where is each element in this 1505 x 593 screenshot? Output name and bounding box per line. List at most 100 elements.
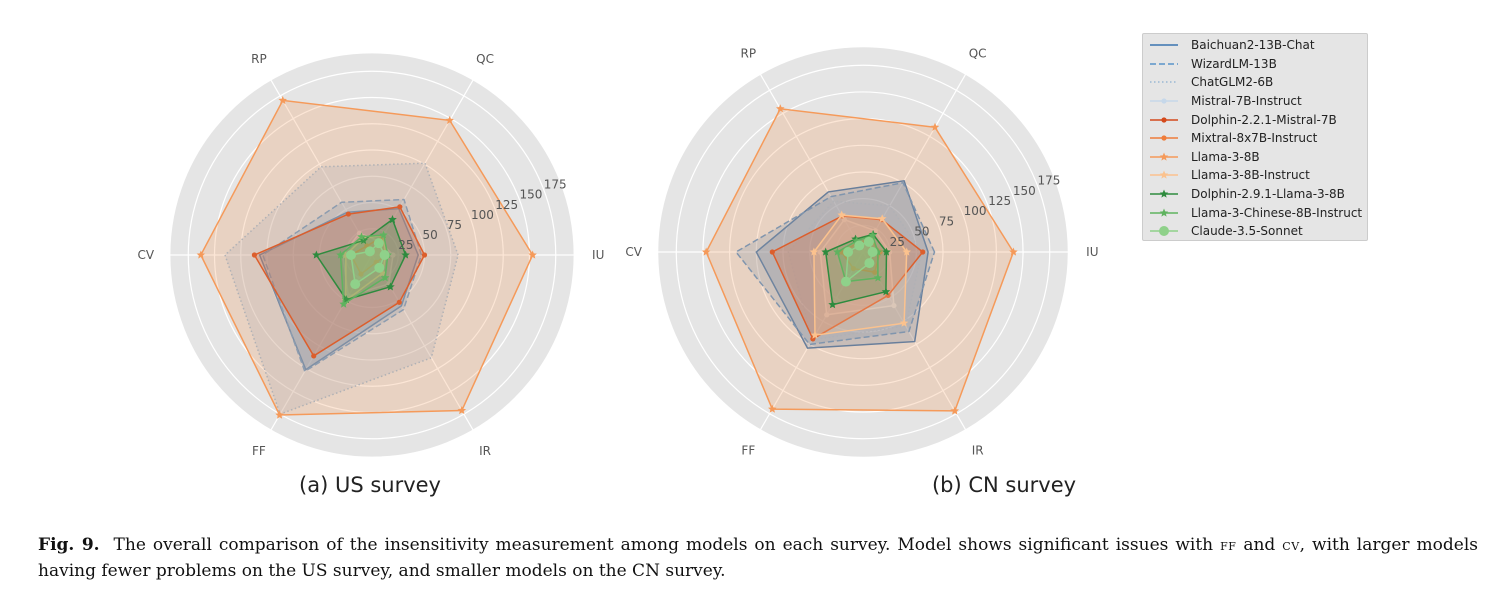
axis-label-ff: FF xyxy=(741,444,755,458)
data-point-ir xyxy=(950,406,959,415)
subtitle-us-survey: (a) US survey xyxy=(299,473,441,497)
data-point-rp xyxy=(852,236,861,245)
data-point-ir xyxy=(374,262,385,273)
data-point-ir xyxy=(396,299,402,305)
data-point-cv xyxy=(701,247,711,256)
data-point-cv xyxy=(312,250,321,259)
series-llama-3-8b xyxy=(701,104,1018,415)
data-point-qc xyxy=(379,230,388,239)
legend-item-claude-3-5-sonnet: Claude-3.5-Sonnet xyxy=(1143,222,1367,241)
series-area xyxy=(225,163,459,415)
legend-marker-icon xyxy=(1159,226,1169,237)
data-point-ir xyxy=(457,406,467,415)
tick-label: 125 xyxy=(988,194,1011,208)
tick-label: 25 xyxy=(398,238,413,252)
legend-label: Mistral-7B-Instruct xyxy=(1191,94,1302,109)
legend-swatch-icon xyxy=(1150,117,1178,123)
series-area xyxy=(200,100,533,416)
data-point-ir xyxy=(864,258,875,269)
tick-label: 175 xyxy=(1038,174,1061,188)
data-point-ir xyxy=(881,287,891,296)
tick-label: 100 xyxy=(964,204,987,218)
data-point-ir xyxy=(873,273,883,282)
legend-swatch-icon xyxy=(1150,189,1178,198)
data-point-cv xyxy=(809,247,819,256)
series-line xyxy=(261,198,423,373)
series-line xyxy=(755,179,929,349)
axis-label-ir: IR xyxy=(479,444,491,458)
legend-label: Llama-3-8B xyxy=(1191,149,1260,164)
series-area xyxy=(813,215,907,336)
axis-label-rp: RP xyxy=(251,52,267,66)
legend-marker-icon xyxy=(1159,189,1169,198)
data-point-rp xyxy=(345,211,351,217)
caption-ff: FF xyxy=(1220,540,1237,553)
data-point-ff xyxy=(810,330,820,339)
legend-item-chatglm2-6b: ChatGLM2-6B xyxy=(1143,73,1367,92)
data-point-ff xyxy=(275,410,284,419)
data-point-cv xyxy=(346,250,356,260)
data-point-ff xyxy=(768,404,777,413)
legend-label: Baichuan2-13B-Chat xyxy=(1191,38,1315,53)
legend-label: ChatGLM2-6B xyxy=(1191,75,1274,90)
data-point-cv xyxy=(843,247,854,257)
data-point-iu xyxy=(867,247,878,257)
series-llama-3-8b xyxy=(196,95,537,419)
tick-label: 50 xyxy=(423,228,438,242)
data-point-rp xyxy=(364,246,375,257)
subtitle-cn-survey: (b) CN survey xyxy=(932,473,1076,497)
data-point-ff xyxy=(850,266,856,272)
data-point-cv xyxy=(196,250,206,259)
data-point-qc xyxy=(397,204,403,210)
axis-label-ff: FF xyxy=(252,444,266,458)
axis-label-rp: RP xyxy=(741,46,757,60)
data-point-iu xyxy=(401,250,410,259)
caption-text-3: , with larger models having fewer proble… xyxy=(38,535,1478,581)
series-claude-3-5-sonnet xyxy=(840,236,878,287)
data-point-qc xyxy=(445,115,454,125)
series-llama-3-8b-instruct xyxy=(809,210,911,339)
series-area xyxy=(706,108,1014,411)
legend: Baichuan2-13B-Chat WizardLM-13B ChatGLM2-6… xyxy=(1142,33,1368,241)
data-point-rp xyxy=(776,104,785,113)
data-point-ff xyxy=(311,353,317,359)
tick-label: 175 xyxy=(544,178,567,192)
data-point-qc xyxy=(863,236,874,247)
data-point-cv xyxy=(251,252,257,258)
caption-label: Fig. 9. xyxy=(38,535,100,555)
data-point-cv xyxy=(336,250,345,259)
axis-label-qc: QC xyxy=(476,52,494,66)
legend-item-mistral-7b-instruct: Mistral-7B-Instruct xyxy=(1143,92,1367,111)
data-point-ir xyxy=(891,302,897,309)
caption-text-1: The overall comparison of the insensitiv… xyxy=(113,535,1221,555)
legend-swatch-icon xyxy=(1150,63,1178,65)
data-point-qc xyxy=(388,215,397,224)
caption-cv: CV xyxy=(1282,540,1300,553)
axis-spoke xyxy=(371,79,474,256)
tick-label: 125 xyxy=(495,198,518,212)
axis-spoke xyxy=(759,73,864,253)
legend-item-baichuan2-13b-chat: Baichuan2-13B-Chat xyxy=(1143,36,1367,55)
series-line xyxy=(734,181,936,346)
data-point-cv xyxy=(833,247,842,256)
data-point-cv xyxy=(821,247,830,256)
legend-marker-icon xyxy=(1161,98,1167,104)
series-claude-3-5-sonnet xyxy=(346,238,390,290)
data-point-iu xyxy=(379,250,390,260)
legend-swatch-icon xyxy=(1150,170,1178,180)
tick-label: 150 xyxy=(520,188,543,202)
data-point-iu xyxy=(882,247,891,256)
legend-swatch-icon xyxy=(1150,135,1178,141)
legend-item-dolphin-2-2-1-mistral-7b: Dolphin-2.2.1-Mistral-7B xyxy=(1143,110,1367,129)
legend-marker-icon xyxy=(1161,117,1167,123)
data-point-iu xyxy=(920,249,926,255)
legend-item-wizardlm-13b: WizardLM-13B xyxy=(1143,55,1367,74)
legend-label: Dolphin-2.2.1-Mistral-7B xyxy=(1191,112,1337,127)
caption-text-2: and xyxy=(1236,535,1283,555)
legend-swatch-icon xyxy=(1150,208,1178,217)
data-point-ff xyxy=(358,271,364,277)
legend-swatch-icon xyxy=(1150,44,1178,47)
